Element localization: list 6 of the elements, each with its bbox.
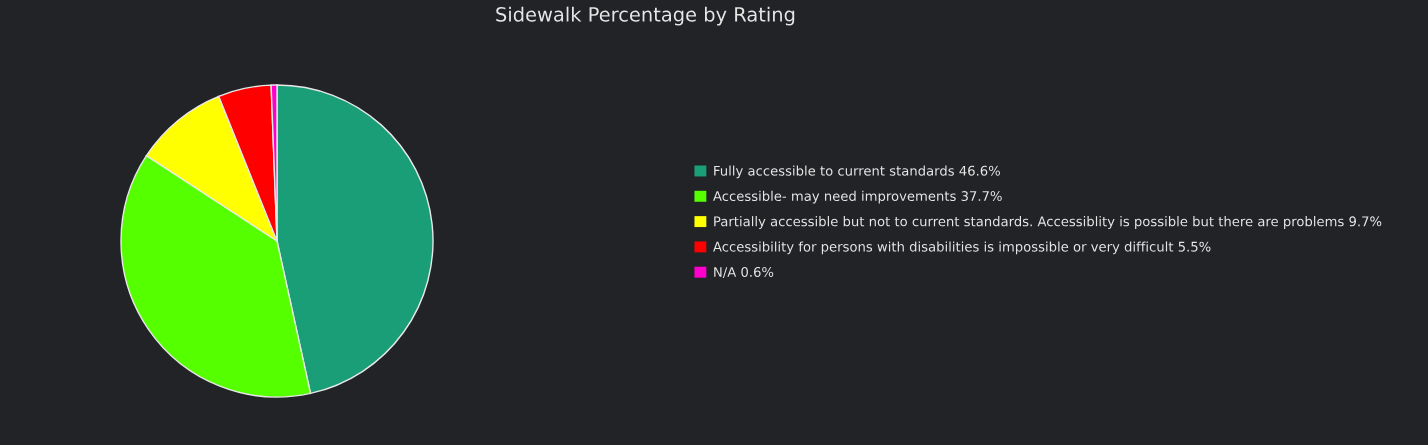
legend-label: Accessibility for persons with disabilities is impossible or very difficult 5.5%	[713, 241, 1211, 255]
chart-title: Sidewalk Percentage by Rating	[496, 6, 795, 26]
legend-label: N/A 0.6%	[714, 266, 774, 278]
legend-label: Fully accessible to current standards 46.6%	[714, 165, 1000, 179]
legend-label: Partially accessible but not to current standards. Accessiblity is possible but there are problems 9.7%	[714, 216, 1382, 229]
legend-label: Accessible- may need improvements 37.7%	[713, 190, 1002, 204]
